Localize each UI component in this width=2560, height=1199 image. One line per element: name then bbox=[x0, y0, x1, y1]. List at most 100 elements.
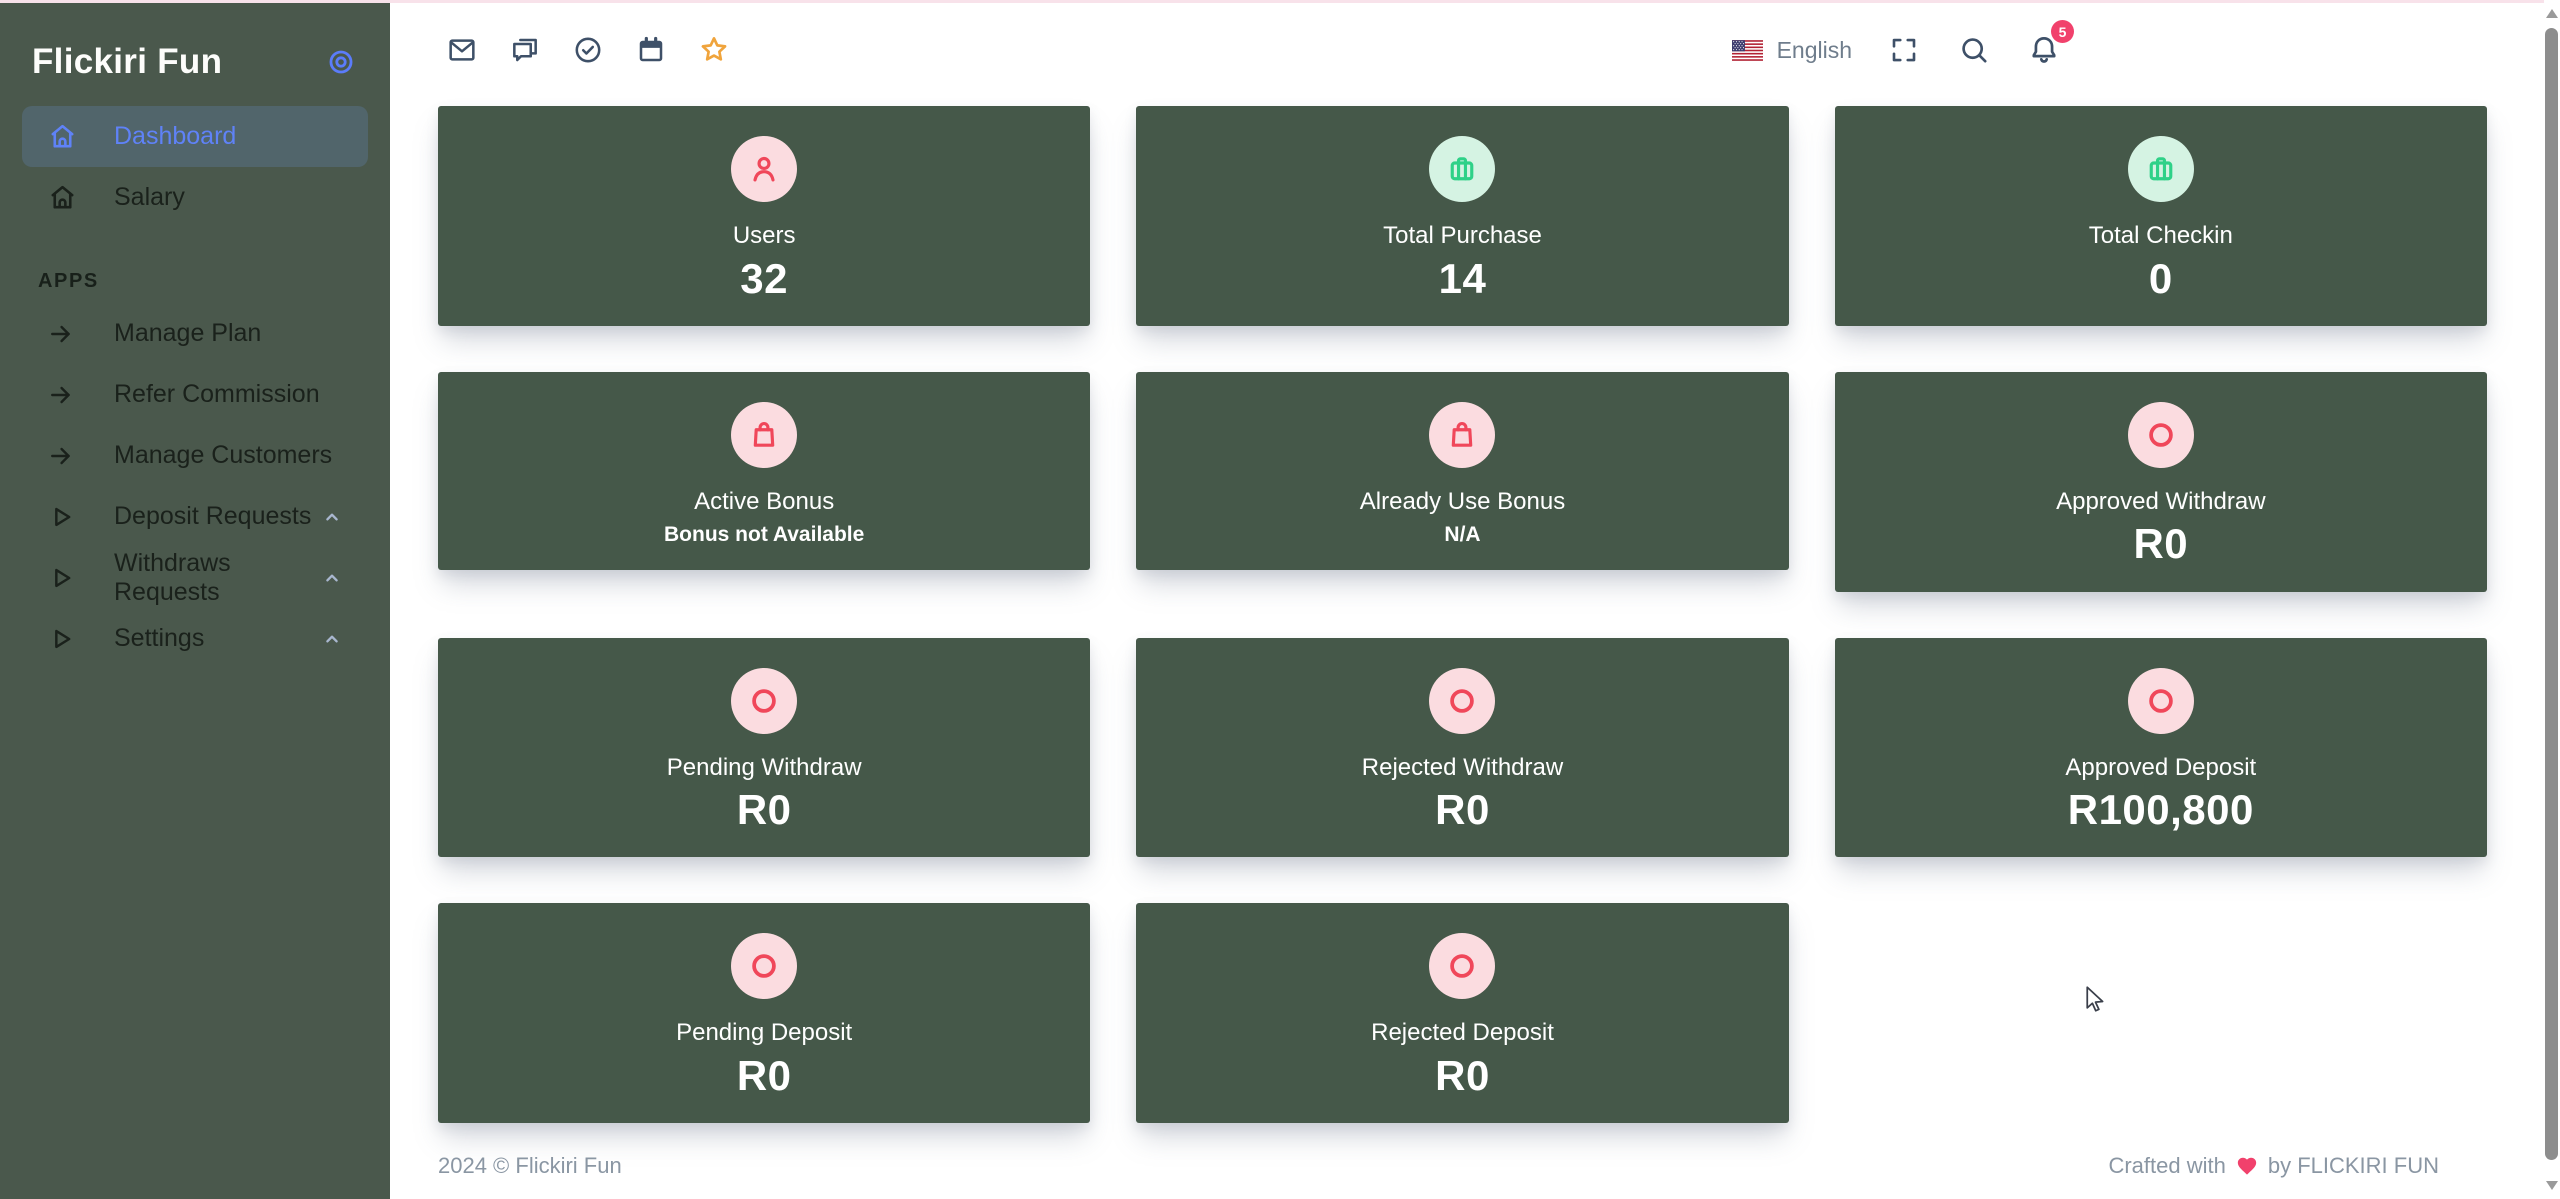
stat-value: R0 bbox=[1435, 786, 1490, 834]
briefcase-icon bbox=[2127, 136, 2194, 202]
sidebar-toggle-button[interactable] bbox=[324, 45, 358, 79]
tasks-shortcut-button[interactable] bbox=[570, 32, 606, 68]
user-icon bbox=[731, 136, 798, 202]
sidebar-item-manage-plan[interactable]: Manage Plan bbox=[22, 303, 368, 364]
stat-value: 32 bbox=[740, 254, 789, 302]
stat-label: Approved Deposit bbox=[2065, 753, 2257, 781]
sidebar-item-deposit-requests[interactable]: Deposit Requests bbox=[22, 486, 368, 547]
play-icon bbox=[47, 625, 78, 653]
stat-card-total-purchase[interactable]: Total Purchase 14 bbox=[1136, 106, 1789, 326]
sidebar-item-label: Withdraws Requests bbox=[114, 548, 231, 606]
sidebar-header: Flickiri Fun bbox=[0, 0, 390, 92]
stat-value: 0 bbox=[2148, 254, 2173, 302]
sidebar-item-label: Manage Customers bbox=[114, 441, 333, 469]
ring-icon bbox=[1429, 667, 1496, 734]
fullscreen-icon bbox=[1889, 35, 1919, 65]
stat-card-active-bonus[interactable]: Active Bonus Bonus not Available bbox=[438, 371, 1091, 571]
app-logo: Flickiri Fun bbox=[32, 42, 223, 81]
heart-icon bbox=[2236, 1155, 2258, 1177]
bell-icon bbox=[2027, 33, 2061, 67]
stat-label: Approved Withdraw bbox=[2056, 487, 2266, 515]
stat-card-rejected-deposit[interactable]: Rejected Deposit R0 bbox=[1136, 903, 1789, 1124]
scrollbar-down-arrow[interactable] bbox=[2546, 1181, 2558, 1190]
us-flag-icon bbox=[1731, 39, 1763, 61]
stat-value: R0 bbox=[2133, 520, 2189, 568]
sidebar-nav: Dashboard Salary bbox=[0, 106, 390, 228]
calendar-icon bbox=[635, 34, 667, 66]
sidebar-item-label: Manage Plan bbox=[114, 319, 262, 347]
stat-card-pending-deposit[interactable]: Pending Deposit R0 bbox=[438, 903, 1091, 1124]
fullscreen-button[interactable] bbox=[1886, 32, 1922, 68]
stat-label: Active Bonus bbox=[694, 487, 835, 515]
shopping-bag-icon bbox=[731, 401, 798, 468]
notification-badge: 5 bbox=[2051, 20, 2074, 43]
stat-label: Pending Deposit bbox=[676, 1019, 853, 1047]
footer: 2024 © Flickiri Fun Crafted with by FLIC… bbox=[390, 1153, 2544, 1199]
scrollbar-up-arrow[interactable] bbox=[2546, 9, 2558, 18]
ring-icon bbox=[2127, 401, 2194, 468]
stat-subtitle: N/A bbox=[1444, 523, 1481, 547]
stat-card-already-use-bonus[interactable]: Already Use Bonus N/A bbox=[1136, 371, 1789, 571]
top-accent-line bbox=[0, 0, 2560, 3]
stat-value: R0 bbox=[736, 786, 792, 834]
stat-card-pending-withdraw[interactable]: Pending Withdraw R0 bbox=[438, 637, 1091, 858]
sidebar-item-manage-customers[interactable]: Manage Customers bbox=[22, 425, 368, 486]
language-label: English bbox=[1776, 36, 1852, 63]
stat-card-approved-deposit[interactable]: Approved Deposit R100,800 bbox=[1834, 637, 2487, 858]
topbar-shortcuts bbox=[444, 32, 732, 68]
search-button[interactable] bbox=[1956, 32, 1992, 68]
star-icon bbox=[697, 33, 731, 67]
stat-label: Pending Withdraw bbox=[666, 753, 862, 781]
mail-icon bbox=[446, 34, 478, 66]
stat-card-approved-withdraw[interactable]: Approved Withdraw R0 bbox=[1834, 371, 2487, 592]
sidebar-item-label: Deposit Requests bbox=[114, 502, 312, 530]
arrow-right-icon bbox=[47, 442, 78, 470]
sidebar-item-dashboard[interactable]: Dashboard bbox=[22, 106, 368, 167]
check-circle-icon bbox=[572, 34, 604, 66]
page-scrollbar bbox=[2544, 0, 2560, 1199]
arrow-right-icon bbox=[47, 381, 78, 409]
arrow-right-icon bbox=[47, 320, 78, 348]
chevron-up-icon bbox=[321, 567, 343, 589]
sidebar-item-label: Refer Commission bbox=[114, 380, 320, 408]
stat-label: Rejected Withdraw bbox=[1361, 753, 1564, 781]
target-circle-icon bbox=[327, 48, 355, 76]
stat-card-rejected-withdraw[interactable]: Rejected Withdraw R0 bbox=[1136, 637, 1789, 858]
footer-copyright: 2024 © Flickiri Fun bbox=[438, 1153, 622, 1178]
footer-credit: Crafted with by FLICKIRI FUN bbox=[2108, 1153, 2439, 1179]
topbar: English bbox=[390, 0, 2544, 100]
sidebar-item-label: Dashboard bbox=[114, 122, 237, 150]
favorites-shortcut-button[interactable] bbox=[696, 32, 732, 68]
calendar-shortcut-button[interactable] bbox=[633, 32, 669, 68]
stat-card-users[interactable]: Users 32 bbox=[438, 106, 1091, 326]
sidebar-item-withdraws-requests[interactable]: Withdraws Requests bbox=[22, 547, 368, 608]
sidebar-item-refer-commission[interactable]: Refer Commission bbox=[22, 364, 368, 425]
sidebar-section-apps: APPS bbox=[38, 270, 99, 292]
play-icon bbox=[47, 503, 78, 531]
home-icon bbox=[47, 182, 78, 213]
ring-icon bbox=[731, 667, 798, 734]
stat-card-total-checkin[interactable]: Total Checkin 0 bbox=[1834, 106, 2487, 326]
scrollbar-thumb[interactable] bbox=[2545, 28, 2558, 1160]
stat-value: R0 bbox=[1435, 1051, 1490, 1099]
stat-value: R0 bbox=[736, 1051, 792, 1099]
stat-value: 14 bbox=[1438, 254, 1487, 302]
sidebar-item-salary[interactable]: Salary bbox=[22, 167, 368, 228]
chat-shortcut-button[interactable] bbox=[507, 32, 543, 68]
main-area: English bbox=[390, 0, 2544, 1199]
play-icon bbox=[47, 564, 78, 592]
stat-label: Users bbox=[732, 222, 796, 249]
sidebar-item-label: Settings bbox=[114, 624, 205, 652]
language-selector[interactable]: English bbox=[1731, 36, 1852, 64]
stat-label: Total Purchase bbox=[1383, 222, 1542, 249]
notifications-button[interactable]: 5 bbox=[2026, 20, 2074, 68]
sidebar-item-settings[interactable]: Settings bbox=[22, 608, 368, 669]
stat-label: Total Checkin bbox=[2088, 222, 2233, 249]
dashboard-content: Users 32 Total Purchase 14 bbox=[390, 100, 2544, 1153]
chevron-up-icon bbox=[321, 628, 343, 650]
footer-credit-prefix: Crafted with bbox=[2108, 1153, 2226, 1178]
sidebar: Flickiri Fun Dashboard bbox=[0, 0, 390, 1199]
stat-label: Rejected Deposit bbox=[1371, 1019, 1554, 1047]
mail-shortcut-button[interactable] bbox=[444, 32, 480, 68]
